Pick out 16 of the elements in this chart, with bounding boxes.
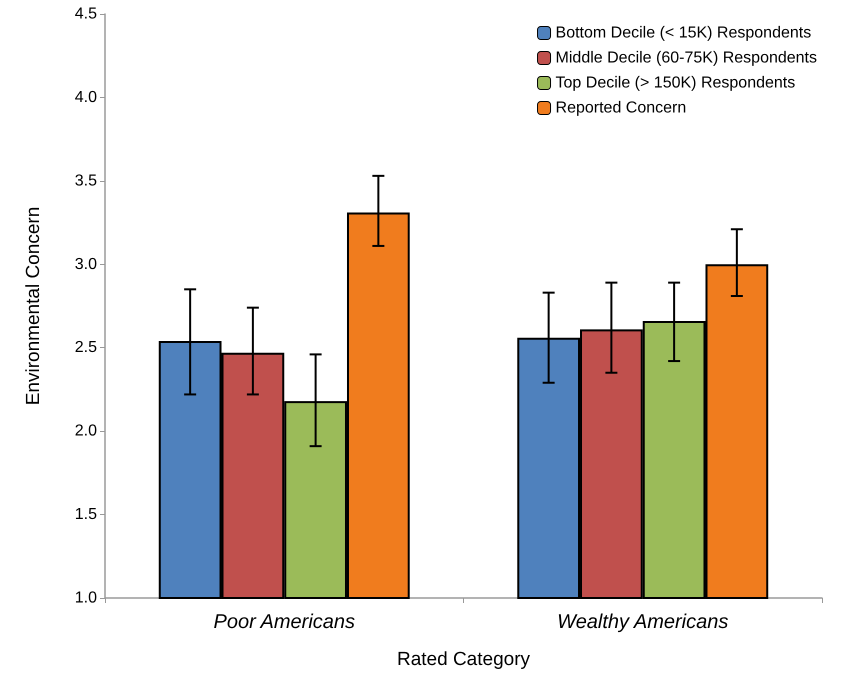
y-tick-label: 3.0: [74, 256, 98, 273]
y-tick-label: 2.5: [74, 339, 98, 356]
y-tick-label: 1.0: [74, 590, 98, 606]
legend-label: Top Decile (> 150K) Respondents: [556, 74, 796, 92]
y-tick-label: 4.0: [74, 88, 98, 106]
y-tick-label: 4.5: [74, 6, 98, 22]
y-tick-label: 3.5: [74, 172, 98, 190]
x-axis-title: Rated Category: [396, 649, 531, 670]
y-axis-title: Environmental Concern: [23, 206, 44, 406]
x-tick-label: Poor Americans: [213, 611, 356, 633]
y-tick-label: 2.0: [74, 422, 98, 440]
legend-label: Bottom Decile (< 15K) Respondents: [556, 24, 812, 42]
legend-label: Middle Decile (60-75K) Respondents: [556, 50, 817, 66]
x-tick-label: Wealthy Americans: [557, 611, 728, 633]
legend-label: Reported Concern: [556, 100, 686, 116]
y-tick-label: 1.5: [74, 506, 98, 524]
